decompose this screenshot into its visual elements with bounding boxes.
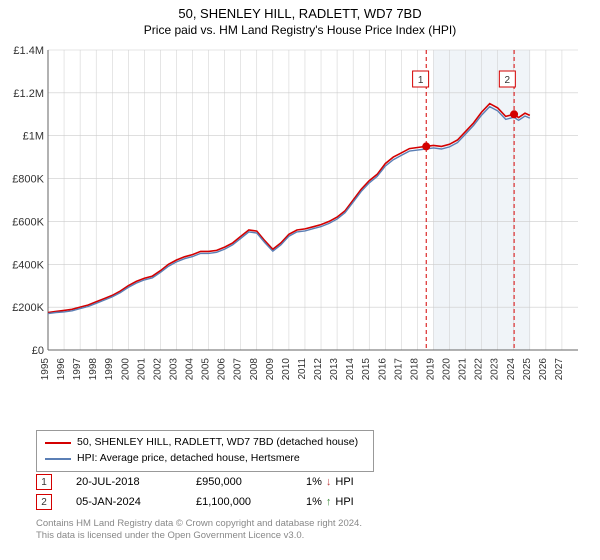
svg-text:2021: 2021 bbox=[458, 358, 469, 381]
marker-pct: 1% ↑ HPI bbox=[306, 496, 426, 508]
svg-text:1999: 1999 bbox=[104, 358, 115, 381]
svg-text:2025: 2025 bbox=[522, 358, 533, 381]
svg-text:2015: 2015 bbox=[361, 358, 372, 381]
svg-text:1997: 1997 bbox=[72, 358, 83, 381]
svg-text:2026: 2026 bbox=[538, 358, 549, 381]
legend-swatch-blue bbox=[45, 458, 71, 460]
svg-text:2022: 2022 bbox=[474, 358, 485, 381]
marker-badge: 2 bbox=[36, 494, 52, 510]
chart-title: 50, SHENLEY HILL, RADLETT, WD7 7BD bbox=[0, 0, 600, 23]
svg-text:2019: 2019 bbox=[425, 358, 436, 381]
svg-text:2007: 2007 bbox=[233, 358, 244, 381]
down-arrow-icon: ↓ bbox=[326, 476, 332, 488]
svg-text:£400K: £400K bbox=[12, 259, 44, 271]
svg-text:2: 2 bbox=[505, 75, 511, 86]
svg-text:2012: 2012 bbox=[313, 358, 324, 381]
svg-text:£800K: £800K bbox=[12, 174, 44, 186]
svg-text:2018: 2018 bbox=[409, 358, 420, 381]
svg-text:2017: 2017 bbox=[393, 358, 404, 381]
marker-date: 05-JAN-2024 bbox=[76, 496, 196, 508]
marker-pct: 1% ↓ HPI bbox=[306, 476, 426, 488]
svg-text:1998: 1998 bbox=[88, 358, 99, 381]
svg-text:£0: £0 bbox=[32, 345, 44, 357]
marker-row: 1 20-JUL-2018 £950,000 1% ↓ HPI bbox=[36, 472, 566, 492]
marker-table: 1 20-JUL-2018 £950,000 1% ↓ HPI 2 05-JAN… bbox=[36, 472, 566, 512]
svg-text:2020: 2020 bbox=[442, 358, 453, 381]
svg-text:2004: 2004 bbox=[185, 358, 196, 381]
marker-price: £1,100,000 bbox=[196, 496, 306, 508]
svg-text:2027: 2027 bbox=[554, 358, 565, 381]
svg-text:2010: 2010 bbox=[281, 358, 292, 381]
svg-text:£1.2M: £1.2M bbox=[13, 88, 44, 100]
svg-text:2011: 2011 bbox=[297, 358, 308, 380]
legend-item: HPI: Average price, detached house, Hert… bbox=[45, 451, 365, 467]
legend-label: 50, SHENLEY HILL, RADLETT, WD7 7BD (deta… bbox=[77, 435, 358, 451]
svg-text:1995: 1995 bbox=[40, 358, 51, 381]
up-arrow-icon: ↑ bbox=[326, 496, 332, 508]
svg-text:2016: 2016 bbox=[377, 358, 388, 381]
svg-text:£600K: £600K bbox=[12, 216, 44, 228]
svg-text:2008: 2008 bbox=[249, 358, 260, 381]
legend-item: 50, SHENLEY HILL, RADLETT, WD7 7BD (deta… bbox=[45, 435, 365, 451]
svg-text:2024: 2024 bbox=[506, 358, 517, 381]
legend-label: HPI: Average price, detached house, Hert… bbox=[77, 451, 300, 467]
marker-date: 20-JUL-2018 bbox=[76, 476, 196, 488]
legend: 50, SHENLEY HILL, RADLETT, WD7 7BD (deta… bbox=[36, 430, 374, 472]
svg-text:2013: 2013 bbox=[329, 358, 340, 381]
price-chart: £0£200K£400K£600K£800K£1M£1.2M£1.4M19951… bbox=[48, 44, 588, 404]
svg-text:2006: 2006 bbox=[217, 358, 228, 381]
svg-text:2023: 2023 bbox=[490, 358, 501, 381]
marker-badge: 1 bbox=[36, 474, 52, 490]
svg-text:2003: 2003 bbox=[168, 358, 179, 381]
chart-subtitle: Price paid vs. HM Land Registry's House … bbox=[0, 23, 600, 41]
svg-text:2001: 2001 bbox=[136, 358, 147, 381]
marker-price: £950,000 bbox=[196, 476, 306, 488]
svg-text:£200K: £200K bbox=[12, 302, 44, 314]
legend-swatch-red bbox=[45, 442, 71, 444]
svg-text:1: 1 bbox=[418, 75, 424, 86]
svg-text:1996: 1996 bbox=[56, 358, 67, 381]
footnote: Contains HM Land Registry data © Crown c… bbox=[36, 518, 362, 543]
svg-text:£1M: £1M bbox=[23, 131, 44, 143]
svg-text:2005: 2005 bbox=[201, 358, 212, 381]
svg-text:2002: 2002 bbox=[152, 358, 163, 381]
svg-text:2014: 2014 bbox=[345, 358, 356, 381]
svg-text:2000: 2000 bbox=[120, 358, 131, 381]
svg-text:£1.4M: £1.4M bbox=[13, 45, 44, 57]
marker-row: 2 05-JAN-2024 £1,100,000 1% ↑ HPI bbox=[36, 492, 566, 512]
svg-text:2009: 2009 bbox=[265, 358, 276, 381]
